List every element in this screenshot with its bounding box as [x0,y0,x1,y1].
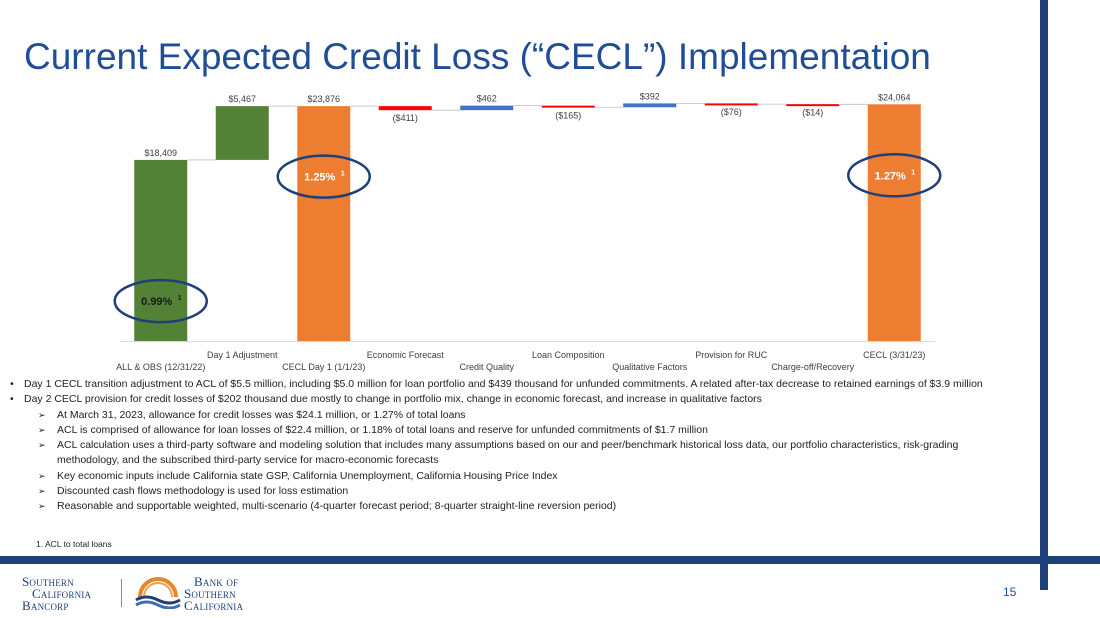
category-label: Day 1 Adjustment [207,350,278,360]
category-label: Provision for RUC [695,350,768,360]
sub-bullet-item: At March 31, 2023, allowance for credit … [8,408,1023,424]
right-frame-bar [1040,0,1048,590]
callout-ellipse [847,153,942,198]
bullet-item: Day 1 CECL transition adjustment to ACL … [8,377,1023,393]
bar-value-label: $392 [640,91,660,101]
bottom-frame-bar [0,556,1100,564]
callout-percent-label: 0.99% [141,296,172,308]
sub-bullet-item: Key economic inputs include California s… [8,469,1023,485]
bank-wave-logo-icon [135,577,181,609]
waterfall-bar [378,106,432,111]
waterfall-bar [134,159,188,341]
sub-bullet-item: ACL calculation uses a third-party softw… [8,438,1023,469]
bar-value-label: $462 [477,94,497,104]
logo-line: Southern [22,574,74,589]
category-label: CECL (3/31/23) [863,350,925,360]
callout-percent-label: 1.25% [304,172,335,184]
sub-bullet-item: Reasonable and supportable weighted, mul… [8,499,1023,515]
page-number: 15 [1003,585,1017,599]
page-title: Current Expected Credit Loss (“CECL”) Im… [24,36,931,77]
category-label: Economic Forecast [367,350,445,360]
bank-of-southern-california-logo: Bank of Southern California [184,574,244,613]
bar-value-label: ($411) [393,113,418,123]
logo-line: California [32,586,92,601]
sub-bullet-item: ACL is comprised of allowance for loan l… [8,423,1023,439]
waterfall-bar [460,105,514,111]
category-label: Credit Quality [459,362,514,372]
bar-value-label: ($14) [802,107,823,117]
waterfall-bar [867,104,921,341]
waterfall-bar [786,104,840,107]
category-label: CECL Day 1 (1/1/23) [282,362,365,372]
bar-value-label: ($76) [721,107,742,117]
callout-footnote-marker: 1 [911,169,915,176]
logo-divider [121,579,122,607]
bar-value-label: ($165) [555,110,581,120]
logo-line: Bancorp [22,598,69,613]
callout-footnote-marker: 1 [341,171,345,178]
bar-value-label: $24,064 [878,92,911,102]
callout-percent-label: 1.27% [875,170,906,182]
callout-footnote-marker: 1 [178,295,182,302]
category-label: Charge-off/Recovery [771,362,854,372]
waterfall-bar [297,106,351,341]
bullet-list: Day 1 CECL transition adjustment to ACL … [8,377,1023,515]
category-label: Qualitative Factors [612,362,688,372]
southern-california-bancorp-logo: Southern California Bancorp [22,574,92,613]
footnote: 1. ACL to total loans [36,539,112,549]
sub-bullet-item: Discounted cash flows methodology is use… [8,484,1023,500]
bullet-item: Day 2 CECL provision for credit losses o… [8,392,1023,408]
callout-ellipse [276,154,371,199]
logo-line: Southern [184,586,236,601]
bar-value-label: $18,409 [144,148,177,158]
logo-line: Bank of [194,574,239,589]
waterfall-bar [541,105,595,108]
bar-value-label: $5,467 [228,94,256,104]
category-label: Loan Composition [532,350,605,360]
logo-line: California [184,598,244,613]
waterfall-bar [215,106,269,160]
category-label: ALL & OBS (12/31/22) [116,362,205,372]
waterfall-bar [623,103,677,108]
bar-value-label: $23,876 [307,94,340,104]
waterfall-bar [704,103,758,106]
waterfall-chart: $18,409 ALL & OBS (12/31/22) $5,467 Day 1 A… [113,91,942,372]
callout-ellipse [113,278,208,324]
